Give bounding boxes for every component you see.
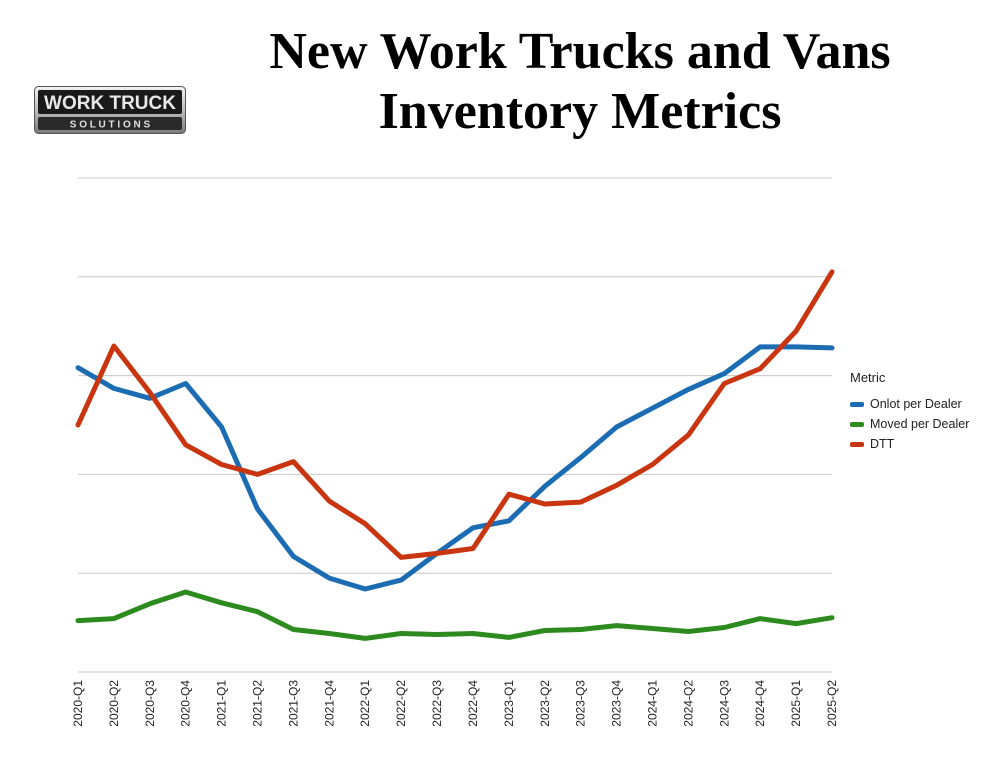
series-lines bbox=[75, 269, 835, 641]
legend-title: Metric bbox=[850, 370, 886, 385]
x-tick-label: 2024-Q1 bbox=[645, 680, 659, 727]
x-tick-label: 2025-Q1 bbox=[789, 680, 803, 727]
x-tick-label: 2024-Q3 bbox=[717, 680, 731, 727]
x-tick-label: 2022-Q3 bbox=[430, 680, 444, 727]
x-tick-label: 2022-Q1 bbox=[358, 680, 372, 727]
series-line-dtt bbox=[75, 269, 835, 560]
x-tick-label: 2023-Q4 bbox=[610, 680, 624, 727]
chart-title-line1: New Work Trucks and Vans bbox=[269, 23, 891, 80]
gridlines bbox=[78, 177, 832, 673]
legend-item: Moved per Dealer bbox=[850, 417, 969, 431]
legend-swatch bbox=[850, 441, 864, 447]
series-line-onlot-per-dealer bbox=[75, 344, 835, 592]
x-tick-label: 2020-Q1 bbox=[71, 680, 85, 727]
x-tick-label: 2023-Q3 bbox=[574, 680, 588, 727]
x-tick-label: 2024-Q4 bbox=[753, 680, 767, 727]
x-tick-label: 2021-Q2 bbox=[251, 680, 265, 727]
legend-swatch bbox=[850, 421, 864, 427]
x-tick-label: 2021-Q4 bbox=[322, 680, 336, 727]
series-line-moved-per-dealer bbox=[75, 589, 835, 641]
x-tick-label: 2022-Q2 bbox=[394, 680, 408, 727]
x-axis-tick-labels: 2020-Q1 2020-Q2 2020-Q3 2020-Q4 2021-Q1 2021-… bbox=[71, 680, 839, 727]
legend-item: Onlot per Dealer bbox=[850, 397, 969, 411]
x-tick-label: 2020-Q2 bbox=[107, 680, 121, 727]
legend: Metric Onlot per Dealer Moved per Dealer D… bbox=[850, 370, 969, 457]
chart-title: New Work Trucks and Vans Inventory Metri… bbox=[200, 22, 960, 142]
x-tick-label: 2025-Q2 bbox=[825, 680, 839, 727]
x-tick-label: 2023-Q1 bbox=[502, 680, 516, 727]
work-truck-solutions-logo: WORK TRUCK S O L U T I O N S bbox=[34, 86, 186, 134]
legend-swatch bbox=[850, 401, 864, 407]
x-tick-label: 2021-Q1 bbox=[215, 680, 229, 727]
legend-label: DTT bbox=[870, 437, 895, 451]
logo-line2: S O L U T I O N S bbox=[70, 120, 151, 131]
x-tick-label: 2020-Q4 bbox=[179, 680, 193, 727]
chart-title-line2: Inventory Metrics bbox=[378, 83, 782, 140]
x-tick-label: 2022-Q4 bbox=[466, 680, 480, 727]
x-tick-label: 2023-Q2 bbox=[538, 680, 552, 727]
legend-item: DTT bbox=[850, 437, 969, 451]
x-tick-label: 2021-Q3 bbox=[286, 680, 300, 727]
x-tick-label: 2020-Q3 bbox=[143, 680, 157, 727]
legend-label: Onlot per Dealer bbox=[870, 397, 962, 411]
x-tick-label: 2024-Q2 bbox=[681, 680, 695, 727]
logo-line1: WORK TRUCK bbox=[44, 93, 176, 114]
legend-label: Moved per Dealer bbox=[870, 417, 970, 431]
